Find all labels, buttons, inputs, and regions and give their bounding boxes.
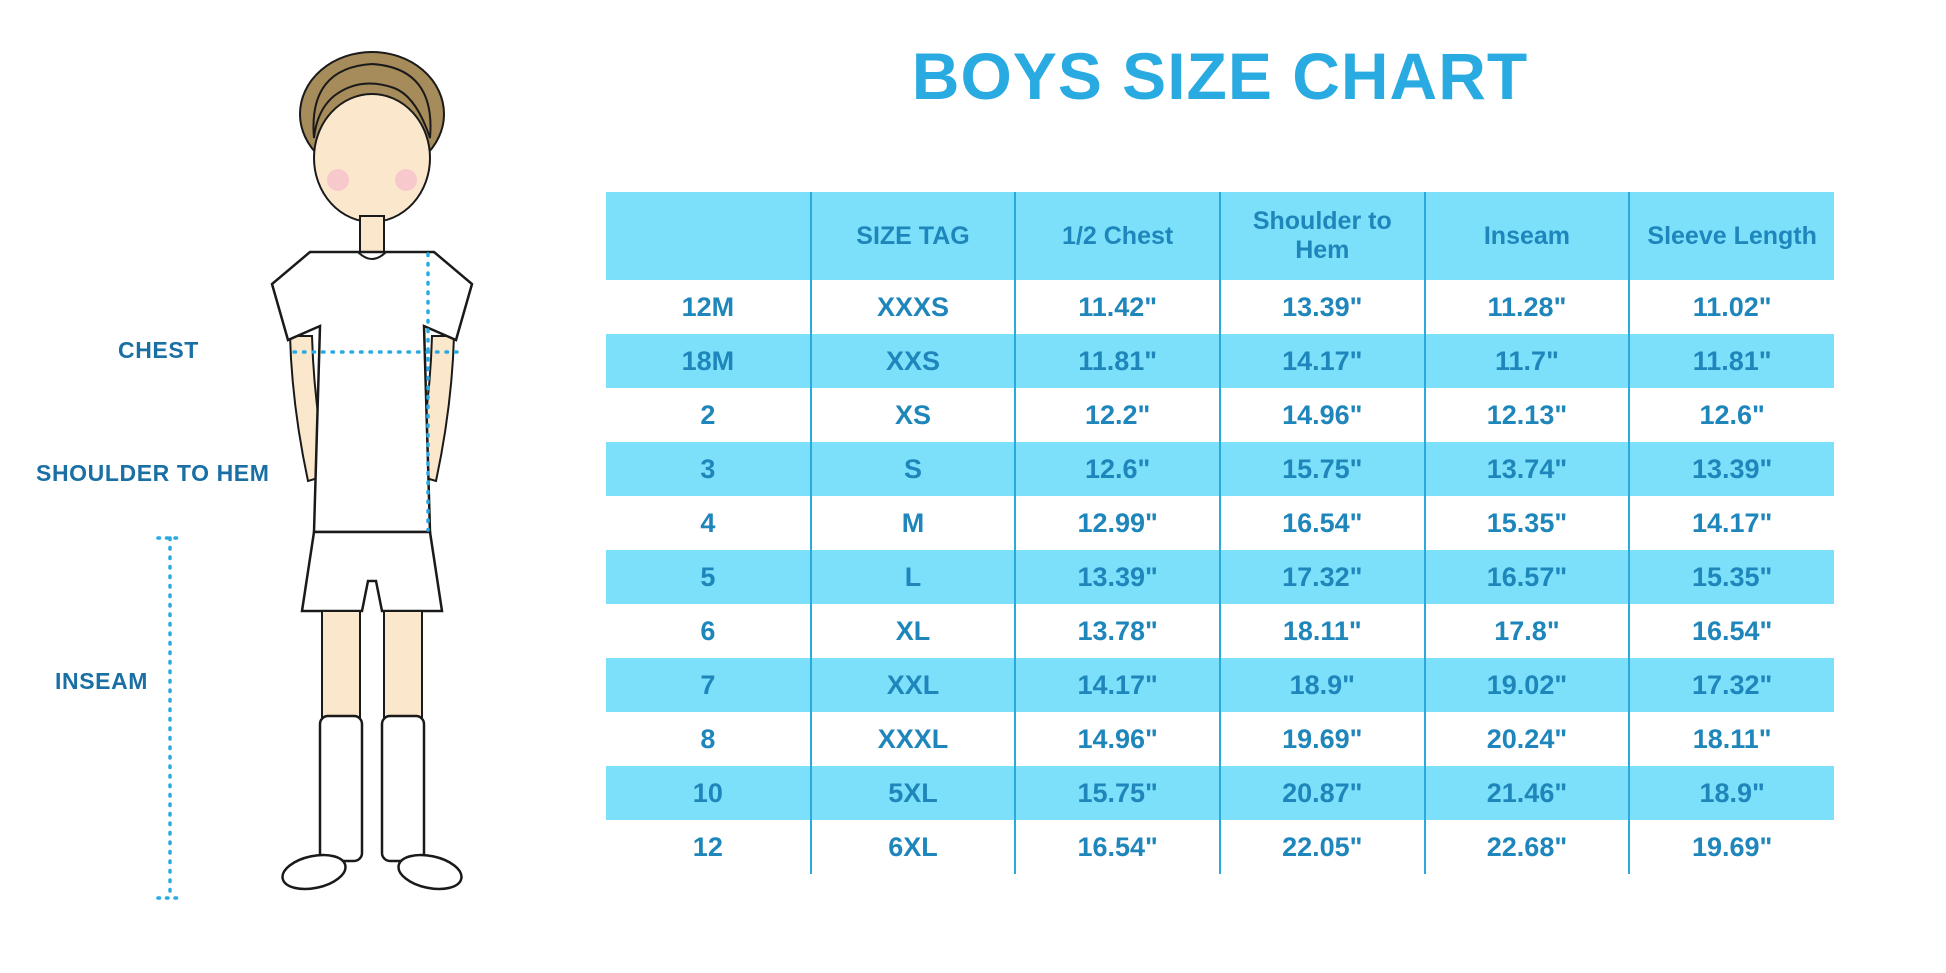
header-cell: Inseam (1423, 192, 1630, 280)
table-cell: 18.11" (1218, 604, 1425, 658)
table-cell: 11.81" (1014, 334, 1220, 388)
table-cell: 6 (700, 615, 716, 646)
table-cell: S (809, 442, 1016, 496)
table-cell: 17.8" (1423, 604, 1630, 658)
inseam-measure-line (156, 536, 184, 900)
table-cell: 5 (606, 550, 811, 604)
table-cell: 15.75" (1014, 766, 1220, 820)
table-cell: XXL (809, 658, 1016, 712)
size-table-body: 12M XXXS 11.42" 13.39" 11.28" 11.02" 18M XXS 11.… (606, 280, 1834, 874)
table-row: 2 XS 12.2" 14.96" 12.13" 12.6" (606, 388, 1834, 442)
boy-illustration-icon (270, 51, 474, 891)
table-cell: 18.9" (1218, 658, 1425, 712)
table-cell: 16.54" (1218, 496, 1425, 550)
header-cell: 1/2 Chest (1014, 192, 1220, 280)
table-cell: 11.28" (1423, 280, 1630, 334)
table-cell: 16.54" (1628, 604, 1834, 658)
table-cell: 21.46" (1423, 766, 1630, 820)
shoulder-to-hem-label: SHOULDER TO HEM (36, 460, 270, 486)
table-cell: 10 (606, 766, 811, 820)
table-cell: 11.42" (1014, 280, 1220, 334)
table-cell: 14.96" (1218, 388, 1425, 442)
chest-label: CHEST (118, 337, 199, 363)
table-cell: 12 (692, 831, 723, 862)
table-cell: XL (809, 604, 1016, 658)
table-row: 12M XXXS 11.42" 13.39" 11.28" 11.02" (606, 280, 1834, 334)
page-title: BOYS SIZE CHART (911, 39, 1529, 113)
size-table-container: SIZE TAG 1/2 Chest Shoulder to Hem Inseam Sl… (606, 192, 1834, 874)
table-cell: 12.6" (1014, 442, 1220, 496)
table-cell: 14.17" (1628, 496, 1834, 550)
table-cell: 15.75" (1218, 442, 1425, 496)
table-cell: 20.24" (1423, 712, 1630, 766)
table-cell: M (809, 496, 1016, 550)
table-cell: 19.02" (1423, 658, 1630, 712)
table-cell: 19.69" (1218, 712, 1425, 766)
header-cell: Sleeve Length (1628, 192, 1834, 280)
table-row: 7 XXL 14.17" 18.9" 19.02" 17.32" (606, 658, 1834, 712)
table-cell: XXS (809, 334, 1016, 388)
table-cell: 19.69" (1628, 820, 1834, 874)
table-cell: 13.39" (1218, 280, 1425, 334)
table-cell: 11.7" (1423, 334, 1630, 388)
header-cell: SIZE TAG (809, 192, 1016, 280)
table-row: 8 XXXL 14.96" 19.69" 20.24" 18.11" (606, 712, 1834, 766)
table-cell: 13.39" (1014, 550, 1220, 604)
table-row: 4 M 12.99" 16.54" 15.35" 14.17" (606, 496, 1834, 550)
table-cell: XXXL (809, 712, 1016, 766)
table-cell: 13.78" (1014, 604, 1220, 658)
header-cell (606, 192, 811, 280)
table-cell: 12M (681, 291, 735, 322)
table-cell: 15.35" (1423, 496, 1630, 550)
size-table-head: SIZE TAG 1/2 Chest Shoulder to Hem Inseam Sl… (606, 192, 1834, 280)
table-cell: 3 (606, 442, 811, 496)
table-cell: 11.81" (1628, 334, 1834, 388)
table-cell: 17.32" (1628, 658, 1834, 712)
table-cell: 2 (700, 399, 716, 430)
table-cell: 12.6" (1628, 388, 1834, 442)
table-cell: 4 (700, 507, 716, 538)
table-row: 12 6XL 16.54" 22.05" 22.68" 19.69" (606, 820, 1834, 874)
table-cell: 14.17" (1218, 334, 1425, 388)
table-cell: 5XL (809, 766, 1016, 820)
table-cell: 13.74" (1423, 442, 1630, 496)
table-cell: 15.35" (1628, 550, 1834, 604)
table-cell: 12.2" (1014, 388, 1220, 442)
table-row: 10 5XL 15.75" 20.87" 21.46" 18.9" (606, 766, 1834, 820)
header-row: SIZE TAG 1/2 Chest Shoulder to Hem Inseam Sl… (606, 192, 1834, 280)
inseam-label: INSEAM (55, 668, 149, 694)
table-cell: 7 (606, 658, 811, 712)
table-cell: 14.17" (1014, 658, 1220, 712)
table-cell: L (809, 550, 1016, 604)
table-cell: XS (809, 388, 1016, 442)
table-row: 6 XL 13.78" 18.11" 17.8" 16.54" (606, 604, 1834, 658)
table-cell: 6XL (809, 820, 1016, 874)
table-cell: 18.11" (1628, 712, 1834, 766)
table-cell: 12.13" (1423, 388, 1630, 442)
table-cell: 18M (606, 334, 811, 388)
table-cell: 20.87" (1218, 766, 1425, 820)
table-cell: 22.05" (1218, 820, 1425, 874)
table-cell: 16.54" (1014, 820, 1220, 874)
table-cell: 18.9" (1628, 766, 1834, 820)
table-cell: 13.39" (1628, 442, 1834, 496)
table-row: 18M XXS 11.81" 14.17" 11.7" 11.81" (606, 334, 1834, 388)
table-cell: 14.96" (1014, 712, 1220, 766)
table-cell: 17.32" (1218, 550, 1425, 604)
table-cell: 12.99" (1014, 496, 1220, 550)
table-cell: 8 (700, 723, 716, 754)
table-row: 3 S 12.6" 15.75" 13.74" 13.39" (606, 442, 1834, 496)
table-row: 5 L 13.39" 17.32" 16.57" 15.35" (606, 550, 1834, 604)
table-cell: XXXS (809, 280, 1016, 334)
size-table: SIZE TAG 1/2 Chest Shoulder to Hem Inseam Sl… (606, 192, 1834, 874)
table-cell: 11.02" (1628, 280, 1834, 334)
header-cell: Shoulder to Hem (1218, 192, 1425, 280)
table-cell: 16.57" (1423, 550, 1630, 604)
table-cell: 22.68" (1423, 820, 1630, 874)
